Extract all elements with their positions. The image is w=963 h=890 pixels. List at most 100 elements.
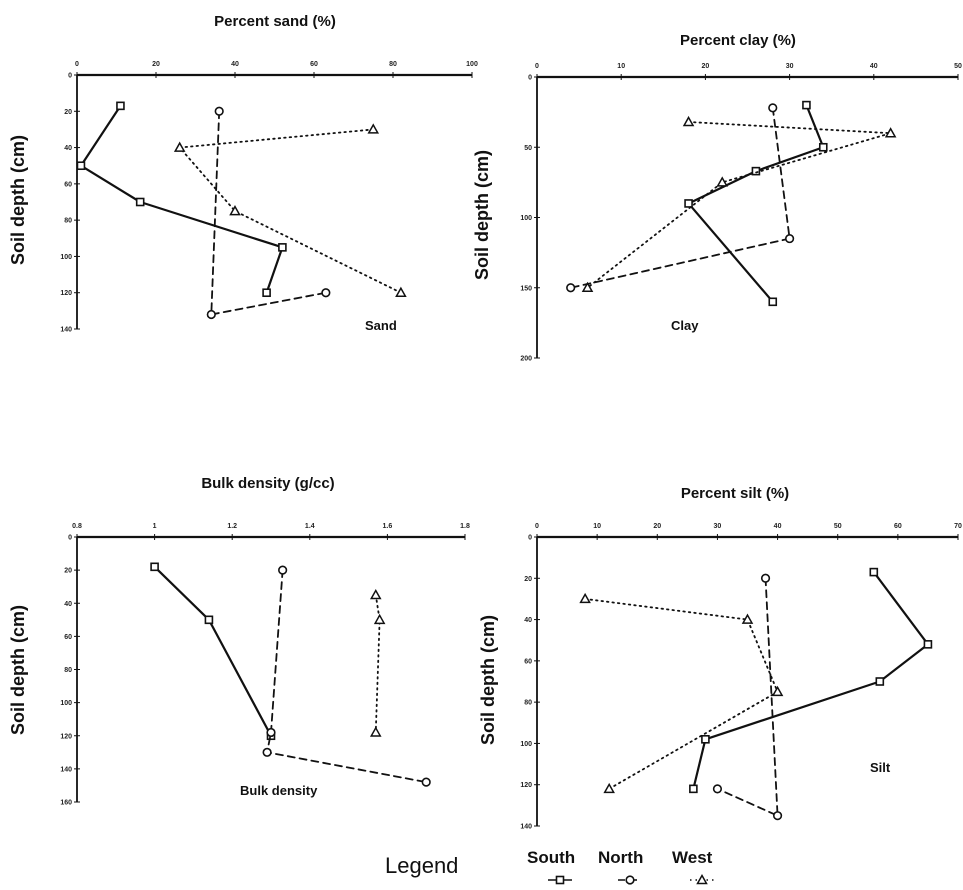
- x-tick-label: 0: [535, 63, 539, 70]
- data-point-west: [579, 592, 591, 604]
- data-point-west: [741, 613, 754, 624]
- data-point-north: [266, 727, 276, 738]
- data-point-south: [875, 677, 885, 686]
- chart-title: Percent sand (%): [214, 13, 336, 30]
- x-tick-label: 60: [310, 61, 318, 68]
- series-line-west: [374, 594, 381, 734]
- y-tick-label: 100: [60, 700, 72, 707]
- series-line-north: [716, 577, 779, 817]
- data-point-north: [262, 747, 272, 757]
- y-tick-label: 80: [524, 700, 532, 707]
- data-point-south: [116, 101, 125, 111]
- y-tick-label: 60: [64, 181, 72, 188]
- data-point-north: [712, 784, 723, 794]
- data-point-south: [818, 142, 828, 152]
- series-line-north: [569, 107, 791, 289]
- data-point-south: [150, 562, 159, 572]
- y-tick-label: 0: [68, 73, 72, 80]
- data-point-north: [321, 288, 331, 298]
- x-tick-label: 1.6: [383, 523, 393, 530]
- data-point-north: [768, 103, 778, 113]
- data-point-west: [395, 286, 407, 297]
- data-point-south: [278, 243, 287, 252]
- data-point-west: [771, 685, 784, 697]
- data-point-south: [135, 197, 145, 207]
- chart-title: Percent clay (%): [680, 32, 796, 49]
- data-point-west: [367, 123, 380, 134]
- x-tick-label: 1.2: [227, 523, 237, 530]
- chart-title: Bulk density (g/cc): [201, 475, 334, 492]
- data-point-south: [684, 199, 693, 208]
- chart-annotation: Bulk density: [240, 783, 318, 798]
- x-tick-label: 0: [75, 61, 79, 68]
- x-tick-label: 10: [617, 63, 625, 70]
- legend: Legend South North West: [385, 848, 714, 885]
- y-tick-label: 120: [60, 290, 72, 297]
- y-tick-label: 100: [520, 215, 532, 222]
- x-tick-label: 20: [702, 63, 710, 70]
- x-tick-label: 60: [894, 523, 902, 530]
- x-tick-label: 1: [153, 523, 157, 530]
- data-point-south: [262, 288, 271, 298]
- legend-title: Legend: [385, 853, 458, 878]
- data-point-south: [802, 100, 811, 110]
- y-tick-label: 50: [524, 145, 532, 152]
- data-point-south: [76, 161, 86, 171]
- series-line-south: [153, 565, 273, 737]
- legend-entry-south: South: [527, 848, 575, 867]
- data-point-west: [369, 588, 382, 600]
- y-axis-label: Soil depth (cm): [8, 605, 28, 735]
- series-line-north: [266, 569, 428, 784]
- data-point-south: [869, 567, 879, 577]
- x-tick-label: 30: [714, 523, 722, 530]
- x-tick-label: 20: [152, 61, 160, 68]
- x-tick-label: 80: [389, 61, 397, 68]
- data-point-west: [229, 205, 241, 216]
- series-line-west: [586, 121, 892, 289]
- data-point-west: [581, 281, 594, 292]
- data-point-north: [278, 565, 288, 575]
- x-tick-label: 50: [954, 63, 962, 70]
- y-tick-label: 140: [60, 766, 72, 773]
- legend-marker-south: [555, 875, 565, 885]
- data-point-west: [682, 115, 695, 127]
- data-point-south: [768, 297, 778, 307]
- y-tick-label: 160: [60, 800, 72, 807]
- data-point-north: [760, 573, 771, 583]
- data-point-north: [566, 283, 576, 293]
- y-tick-label: 120: [60, 733, 72, 740]
- data-point-north: [214, 106, 224, 116]
- y-axis-label: Soil depth (cm): [8, 135, 28, 265]
- x-tick-label: 1.8: [460, 523, 470, 530]
- y-tick-label: 150: [520, 285, 532, 292]
- data-point-west: [173, 141, 186, 152]
- data-point-west: [884, 127, 897, 138]
- legend-marker-west: [696, 873, 708, 885]
- chart-annotation: Sand: [365, 318, 397, 333]
- data-point-west: [369, 726, 382, 737]
- x-tick-label: 0.8: [72, 523, 82, 530]
- y-tick-label: 80: [64, 667, 72, 674]
- y-tick-label: 40: [64, 601, 72, 608]
- chart-silt: Percent silt (%) Soil depth (cm) 0 10 20 30 40…: [478, 485, 962, 831]
- y-tick-label: 80: [64, 218, 72, 225]
- x-tick-label: 30: [786, 63, 794, 70]
- chart-annotation: Clay: [671, 318, 699, 333]
- chart-annotation: Silt: [870, 760, 891, 775]
- legend-marker-north: [625, 875, 635, 885]
- data-point-west: [716, 176, 729, 187]
- legend-entry-north: North: [598, 848, 643, 867]
- y-tick-label: 200: [520, 356, 532, 363]
- x-tick-label: 10: [593, 523, 601, 530]
- x-tick-label: 20: [653, 523, 661, 530]
- data-point-north: [421, 777, 431, 787]
- y-axis-label: Soil depth (cm): [472, 150, 492, 280]
- data-point-south: [701, 734, 710, 744]
- y-axis-label: Soil depth (cm): [478, 615, 498, 745]
- y-tick-label: 40: [524, 617, 532, 624]
- y-tick-label: 20: [64, 109, 72, 116]
- y-tick-label: 0: [68, 535, 72, 542]
- chart-title: Percent silt (%): [681, 485, 789, 502]
- chart-sand: Percent sand (%) Soil depth (cm) 0 20 40 60 80…: [8, 13, 478, 334]
